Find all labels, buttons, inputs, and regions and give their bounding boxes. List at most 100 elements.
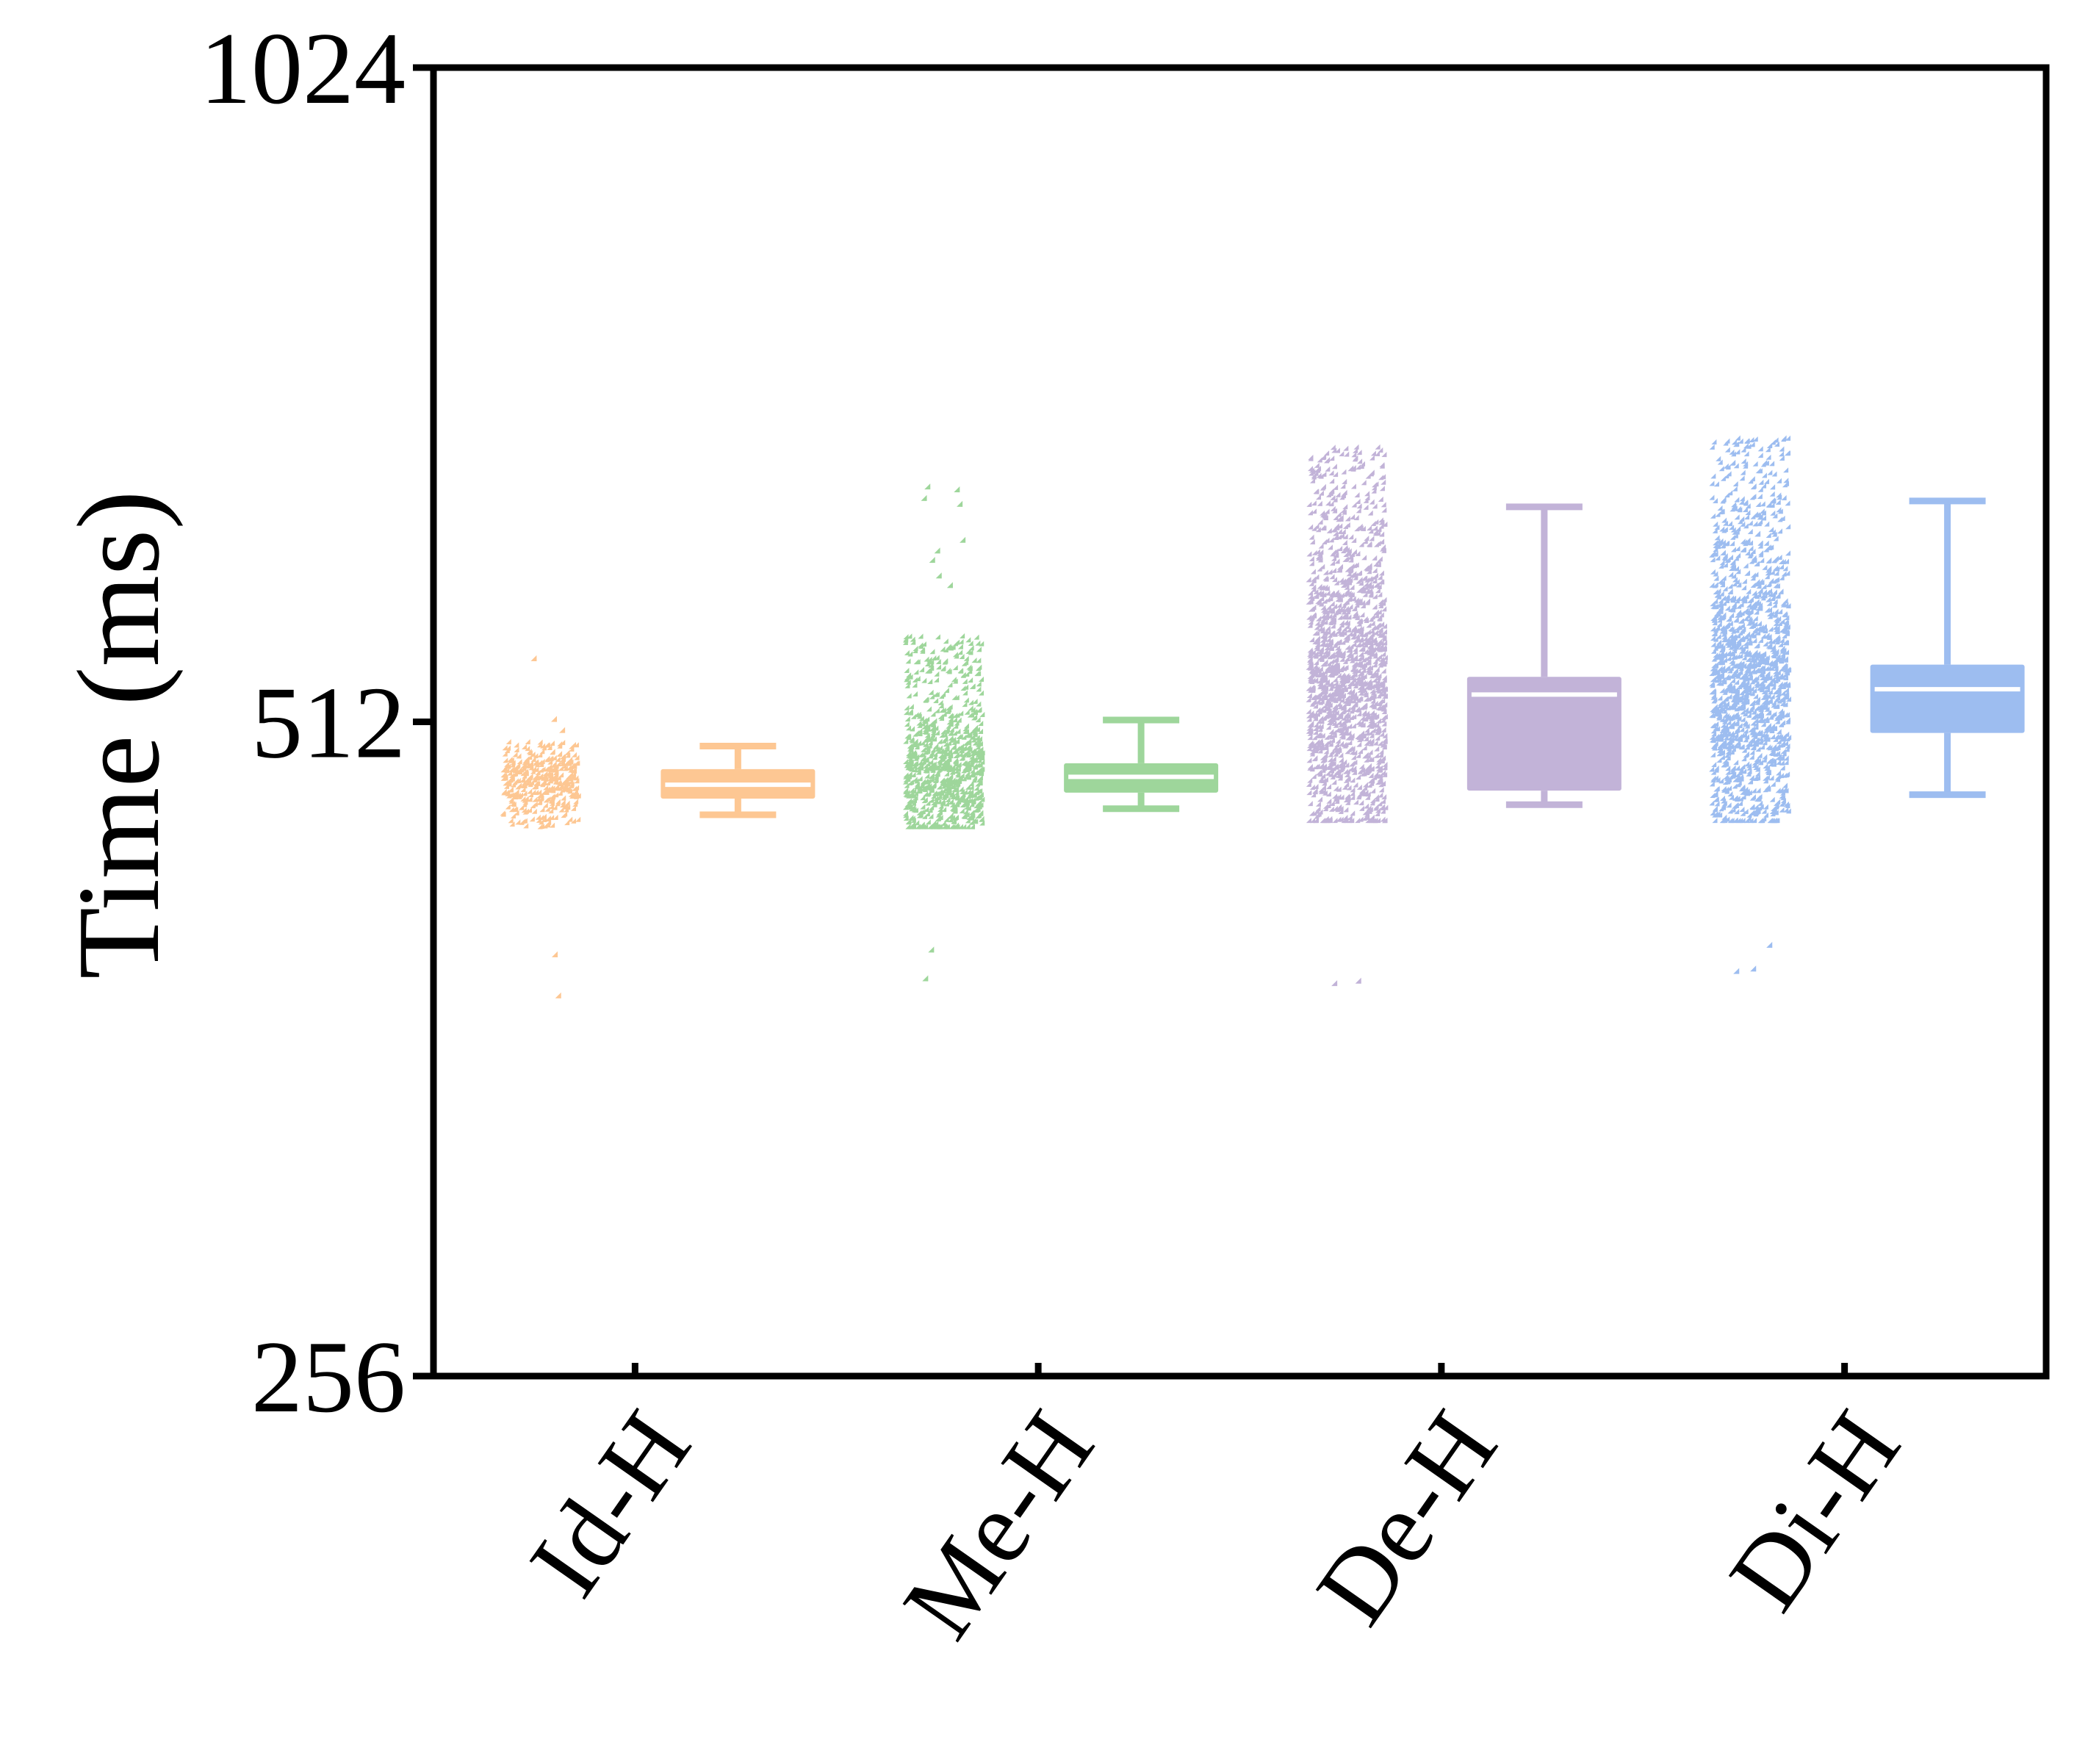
scatter-point [538,767,544,773]
scatter-point [1733,442,1739,447]
scatter-point [918,763,924,769]
scatter-point [905,679,911,685]
scatter-point [968,641,973,647]
scatter-point [1330,623,1336,629]
outlier-point [924,483,931,490]
scatter-point [1322,630,1328,636]
scatter-point [913,784,919,790]
scatter-point [1769,694,1775,699]
scatter-point [519,777,525,782]
scatter-point [924,773,930,779]
scatter-point [1342,533,1348,539]
scatter-point [1716,639,1722,645]
scatter-point [511,806,517,812]
scatter-point [1710,601,1716,607]
scatter-point [929,694,935,699]
scatter-point [1333,472,1339,478]
scatter-point [924,807,929,813]
scatter-point [1762,459,1768,465]
scatter-point [1743,670,1749,676]
scatter-point [1361,555,1367,561]
scatter-point [1309,539,1315,544]
scatter-point [1780,436,1786,442]
scatter-point [535,769,541,775]
scatter-point [1750,514,1756,519]
scatter-point [544,742,550,748]
scatter-point [1331,696,1336,702]
scatter-point [947,765,953,771]
scatter-point [1382,623,1388,629]
scatter-point [1773,608,1779,614]
scatter-point [1380,685,1386,691]
scatter-point [1757,735,1763,741]
scatter-point [979,690,984,696]
scatter-point [1751,601,1757,607]
scatter-point [1744,514,1750,520]
scatter-point [1729,595,1735,601]
scatter-point [906,725,912,731]
scatter-point [1780,798,1786,804]
scatter-point [1710,550,1716,556]
scatter-point [1309,561,1314,566]
scatter-point [1342,556,1348,562]
scatter-point [1710,752,1716,757]
scatter-point [1350,791,1356,796]
scatter-point [1372,604,1378,610]
scatter-point [1316,668,1322,674]
scatter-point [948,753,954,759]
scatter-point [926,706,932,712]
scatter-point [903,791,909,797]
scatter-point [975,781,981,787]
scatter-point [1349,584,1355,590]
scatter-point [1715,673,1721,679]
scatter-point [1756,658,1762,664]
scatter-point [1327,569,1333,575]
scatter-point [1365,791,1371,797]
scatter-point [1381,794,1387,800]
scatter-point [570,762,576,768]
scatter-point [548,771,554,777]
scatter-point [961,768,967,774]
scatter-point [1754,737,1760,743]
scatter-point [918,824,924,829]
scatter-point [1309,751,1315,757]
scatter-point [1741,578,1747,584]
scatter-point [1375,735,1381,741]
scatter-point [1769,712,1775,718]
scatter-point [1361,480,1367,486]
scatter-point [1709,444,1715,450]
scatter-point [1710,728,1716,734]
scatter-point [1744,438,1750,444]
scatter-point [1778,588,1784,594]
scatter-point [1733,463,1739,469]
scatter-point [957,644,963,649]
scatter-point [1751,709,1757,715]
scatter-point [1313,470,1319,476]
scatter-point [973,818,979,824]
scatter-point [1381,668,1386,674]
scatter-point [908,704,914,710]
scatter-point [1770,484,1776,490]
scatter-point [958,668,964,674]
scatter-point [1328,767,1334,773]
scatter-point [1752,627,1758,633]
scatter-point [1777,733,1782,739]
scatter-point [1356,508,1361,514]
scatter-point [1739,496,1745,502]
scatter-point [1749,726,1755,732]
scatter-point [1785,570,1790,576]
scatter-point [1369,536,1375,541]
scatter-point [1325,739,1331,745]
scatter-point [909,738,915,744]
scatter-point [1342,600,1348,606]
scatter-point [937,766,943,772]
scatter-point [964,760,970,766]
scatter-point [1317,796,1323,802]
scatter-point [1760,702,1766,708]
scatter-point [1315,770,1321,776]
scatter-point [1376,622,1382,628]
scatter-point [501,788,507,794]
scatter-point [1350,666,1356,672]
scatter-point [904,760,910,766]
scatter-point [1765,665,1771,671]
